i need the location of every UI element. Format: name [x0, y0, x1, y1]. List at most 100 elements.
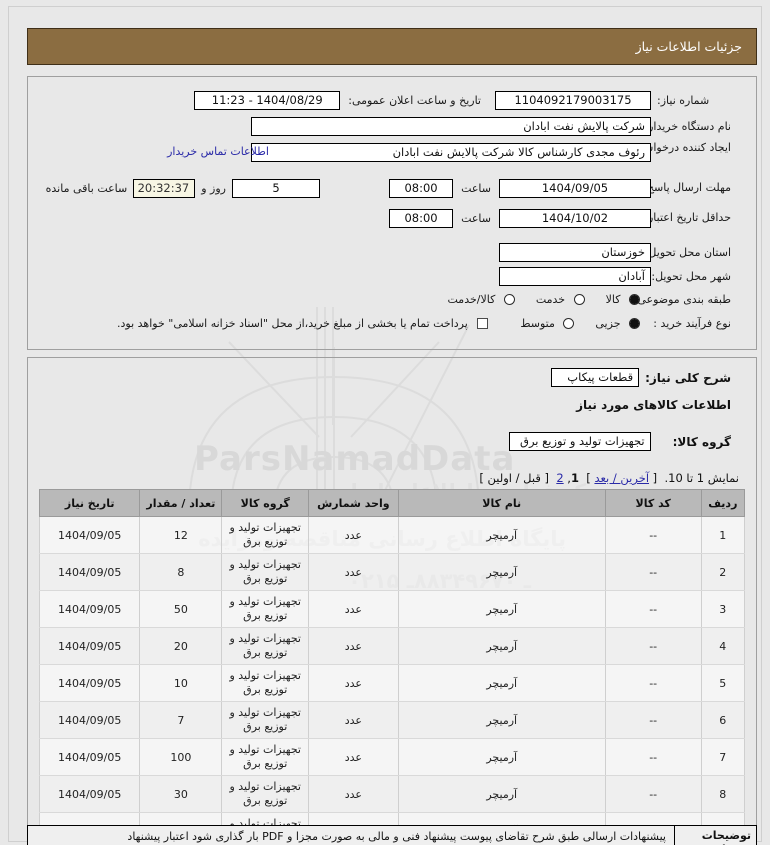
cell-code: --: [604, 627, 702, 665]
group-value: تجهیزات تولید و توزیع برق: [508, 432, 651, 451]
cell-code: --: [604, 516, 702, 554]
cell-radif: 6: [700, 701, 746, 739]
field-need-summary: شرح کلی نیاز: قطعات پیکاپ: [551, 368, 731, 387]
col-code[interactable]: کد کالا: [604, 489, 702, 517]
goods-table-wrap: ردیف کد کالا نام کالا واحد شمارش گروه کا…: [38, 489, 746, 845]
col-unit[interactable]: واحد شمارش: [308, 489, 399, 517]
radio-kala-icon[interactable]: [629, 294, 640, 305]
cell-code: --: [604, 738, 702, 776]
table-row[interactable]: 8 -- آرمیچر عدد تجهیزات تولید و توزیع برق 30 1…: [38, 775, 746, 813]
page-frame: ParsNamadData مرکز فراوری اطلاعات ایران …: [8, 6, 762, 845]
process-option-jozei[interactable]: جزیی: [589, 317, 643, 330]
buyer-notes: توضیحات خریدار: پیشنهادات ارسالی طبق شرح…: [27, 825, 757, 845]
cell-unit: عدد: [308, 516, 399, 554]
radio-jozei-icon[interactable]: [629, 318, 640, 329]
table-row[interactable]: 5 -- آرمیچر عدد تجهیزات تولید و توزیع برق 10 1…: [38, 664, 746, 702]
process-option-motavaset[interactable]: متوسط: [514, 317, 577, 330]
cell-group: تجهیزات تولید و توزیع برق: [221, 701, 310, 739]
col-date[interactable]: تاریخ نیاز: [38, 489, 141, 517]
validity-hour-label: ساعت: [461, 212, 491, 225]
radio-khedmat-icon[interactable]: [573, 294, 585, 305]
table-row[interactable]: 1 -- آرمیچر عدد تجهیزات تولید و توزیع برق 12 1…: [38, 516, 746, 554]
cell-group: تجهیزات تولید و توزیع برق: [221, 627, 310, 665]
field-category: طبقه بندی موضوعی: کالا خدمت کالا/خدمت: [442, 293, 732, 306]
table-row[interactable]: 2 -- آرمیچر عدد تجهیزات تولید و توزیع برق 8 14…: [38, 553, 746, 591]
col-qty[interactable]: تعداد / مقدار: [139, 489, 223, 517]
cell-group: تجهیزات تولید و توزیع برق: [221, 553, 310, 591]
paging-prev-first-label: قبل / اولین: [487, 471, 541, 485]
paging-page-2-link[interactable]: 2: [556, 471, 564, 485]
category-option-kala-label: کالا: [605, 293, 621, 306]
announce-datetime-label: تاریخ و ساعت اعلان عمومی:: [348, 94, 481, 107]
cell-code: --: [604, 701, 702, 739]
field-process-type: نوع فرآیند خرید : جزیی متوسط پرداخت تمام…: [111, 317, 731, 330]
radio-kala-khedmat-icon[interactable]: [503, 294, 515, 305]
cell-radif: 5: [700, 664, 746, 702]
validity-label: حداقل تاریخ اعتبار قیمت: تا تاریخ:: [576, 211, 731, 225]
col-group[interactable]: گروه کالا: [221, 489, 310, 517]
cell-name: آرمیچر: [397, 553, 606, 591]
deadline-date-value: 1404/09/05: [499, 179, 651, 198]
category-option-both[interactable]: کالا/خدمت: [442, 293, 518, 306]
buyer-contact-link[interactable]: اطلاعات تماس خریدار: [167, 145, 269, 158]
goods-table: ردیف کد کالا نام کالا واحد شمارش گروه کا…: [38, 489, 746, 845]
cell-unit: عدد: [308, 627, 399, 665]
cell-code: --: [604, 553, 702, 591]
cell-group: تجهیزات تولید و توزیع برق: [221, 516, 310, 554]
cell-name: آرمیچر: [397, 775, 606, 813]
cell-group: تجهیزات تولید و توزیع برق: [221, 738, 310, 776]
table-row[interactable]: 6 -- آرمیچر عدد تجهیزات تولید و توزیع برق 7 14…: [38, 701, 746, 739]
treasury-checkbox-icon[interactable]: [477, 318, 489, 329]
cell-date: 1404/09/05: [38, 627, 141, 665]
cell-date: 1404/09/05: [38, 516, 141, 554]
goods-table-body: 1 -- آرمیچر عدد تجهیزات تولید و توزیع برق 12 1…: [38, 516, 746, 845]
cell-qty: 20: [139, 627, 223, 665]
paging-prefix: نمایش 1 تا 10.: [664, 471, 739, 485]
buyer-notes-label: توضیحات خریدار:: [674, 826, 756, 845]
cell-code: --: [604, 775, 702, 813]
goods-table-head: ردیف کد کالا نام کالا واحد شمارش گروه کا…: [38, 489, 746, 517]
province-value: خوزستان: [499, 243, 651, 262]
cell-radif: 2: [700, 553, 746, 591]
field-price-validity: حداقل تاریخ اعتبار قیمت: تا تاریخ: 1404/…: [389, 209, 731, 228]
cell-qty: 50: [139, 590, 223, 628]
cell-qty: 8: [139, 553, 223, 591]
deadline-label: مهلت ارسال پاسخ: تا تاریخ:: [604, 181, 731, 195]
paging-current-page: 1: [570, 471, 579, 485]
treasury-checkbox-label: پرداخت تمام یا بخشی از مبلغ خرید،از محل …: [117, 317, 468, 330]
table-row[interactable]: 3 -- آرمیچر عدد تجهیزات تولید و توزیع برق 50 1…: [38, 590, 746, 628]
col-name[interactable]: نام کالا: [397, 489, 606, 517]
paging-last-next-link[interactable]: آخرین / بعد: [594, 471, 650, 485]
col-radif[interactable]: ردیف: [700, 489, 746, 517]
category-option-khedmat[interactable]: خدمت: [530, 293, 588, 306]
cell-name: آرمیچر: [397, 516, 606, 554]
cell-radif: 7: [700, 738, 746, 776]
table-row[interactable]: 7 -- آرمیچر عدد تجهیزات تولید و توزیع برق 100…: [38, 738, 746, 776]
requester-label: ایجاد کننده درخواست:: [629, 141, 731, 154]
category-option-both-label: کالا/خدمت: [447, 293, 496, 306]
cell-date: 1404/09/05: [38, 664, 141, 702]
field-buyer-org: نام دستگاه خریدار: شرکت پالایش نفت ابادا…: [251, 117, 731, 136]
table-row[interactable]: 4 -- آرمیچر عدد تجهیزات تولید و توزیع برق 20 1…: [38, 627, 746, 665]
cell-radif: 1: [700, 516, 746, 554]
cell-name: آرمیچر: [397, 738, 606, 776]
category-option-khedmat-label: خدمت: [535, 293, 566, 306]
cell-group: تجهیزات تولید و توزیع برق: [221, 775, 310, 813]
cell-name: آرمیچر: [397, 590, 606, 628]
group-label: گروه کالا:: [672, 434, 731, 449]
cell-date: 1404/09/05: [38, 775, 141, 813]
radio-motavaset-icon[interactable]: [563, 318, 575, 329]
buyer-notes-line1: پیشنهادات ارسالی طبق شرح تقاضای پیوست پی…: [127, 830, 666, 843]
cell-qty: 10: [139, 664, 223, 702]
cell-unit: عدد: [308, 553, 399, 591]
category-option-kala[interactable]: کالا: [600, 293, 643, 306]
treasury-checkbox-group[interactable]: پرداخت تمام یا بخشی از مبلغ خرید،از محل …: [111, 317, 492, 330]
city-label: شهر محل تحویل:: [651, 270, 731, 283]
summary-label: شرح کلی نیاز:: [645, 370, 731, 385]
remaining-days-label: روز و: [201, 182, 226, 195]
cell-name: آرمیچر: [397, 627, 606, 665]
cell-date: 1404/09/05: [38, 590, 141, 628]
deadline-hour-label: ساعت: [461, 182, 491, 195]
cell-radif: 8: [700, 775, 746, 813]
remaining-time-value: 20:32:37: [133, 179, 196, 198]
